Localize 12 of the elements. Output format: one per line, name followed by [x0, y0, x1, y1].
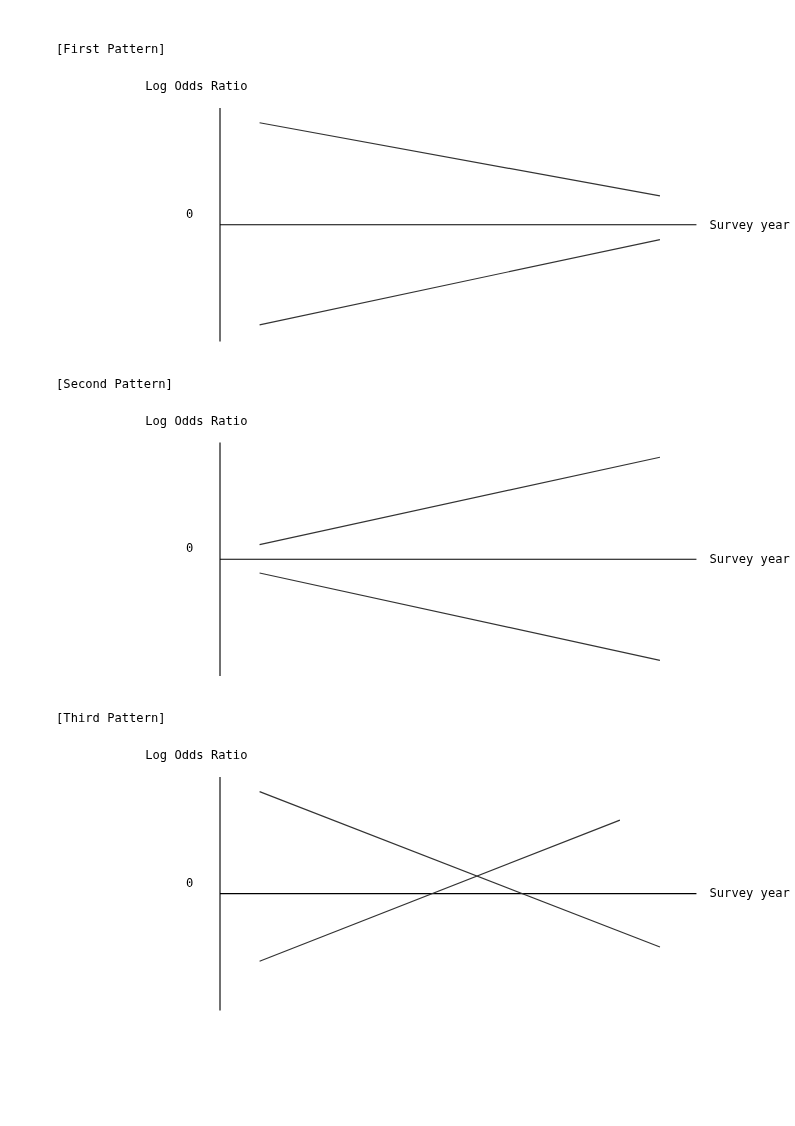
- x-axis-title: Survey year: [709, 551, 790, 566]
- x-axis-title: Survey year: [709, 886, 790, 901]
- text: 0: [186, 206, 194, 221]
- y-axis-title: Log Odds Ratio: [145, 748, 248, 763]
- text: [Second Pattern]: [56, 376, 173, 391]
- x-axis-title: Survey year: [709, 217, 790, 232]
- text: [Third Pattern]: [56, 711, 166, 726]
- text: 0: [186, 875, 194, 890]
- y-axis-title: Log Odds Ratio: [145, 79, 248, 94]
- text: [First Pattern]: [56, 42, 166, 57]
- text: 0: [186, 541, 194, 556]
- y-axis-title: Log Odds Ratio: [145, 413, 248, 428]
